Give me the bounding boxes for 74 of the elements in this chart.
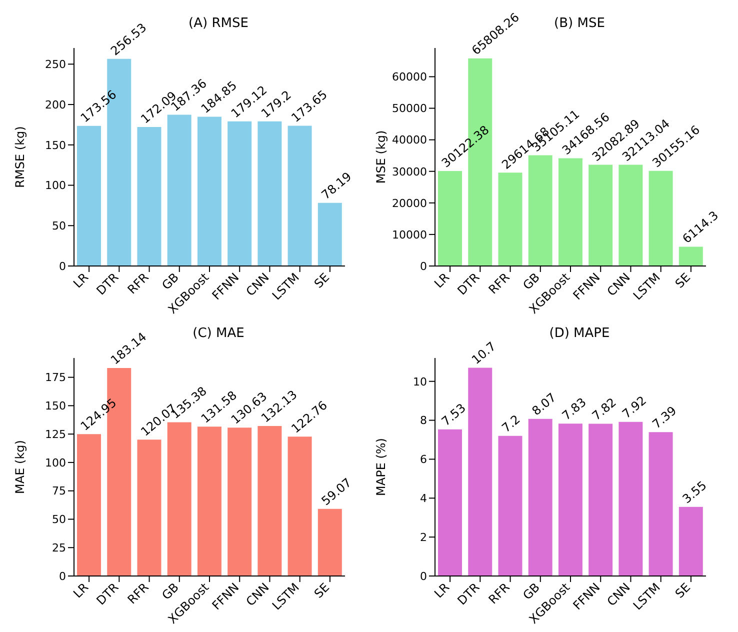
bar [318,508,342,576]
bar [197,426,222,576]
bar [288,436,312,576]
bar [137,440,162,576]
bar [588,164,613,266]
bar [588,424,613,576]
y-tick-label: 50000 [392,102,427,116]
y-tick-label: 175 [45,371,66,384]
y-tick-label: 20000 [392,196,427,210]
y-axis-title: MSE (kg) [374,130,388,184]
bar [258,121,282,266]
y-tick-label: 0 [59,570,66,583]
data-label: 7.2 [499,412,523,436]
bar [228,121,252,266]
bar [528,418,552,576]
bar [648,432,673,576]
y-tick-label: 100 [45,179,66,192]
bar [228,428,252,576]
bar [77,434,102,576]
y-tick-label: 50 [52,513,66,526]
y-tick-label: 8 [420,414,427,428]
y-tick-label: 6 [420,453,427,466]
x-tick-label: LR [432,270,452,291]
y-tick-label: 50 [52,220,66,233]
bar [258,426,282,576]
bar [618,164,643,266]
bar [468,368,492,576]
x-tick-label: SE [672,270,694,291]
bar [137,127,162,266]
y-tick-label: 150 [45,138,66,152]
x-tick-label: LR [432,580,452,601]
y-tick-label: 10000 [392,228,427,242]
x-tick-label: SE [672,580,694,601]
y-tick-label: 60000 [392,70,427,84]
bar [498,436,522,576]
bar [438,429,462,576]
bar [678,506,703,576]
y-tick-label: 25 [52,542,66,555]
bar [77,126,102,266]
y-tick-label: 100 [45,456,66,470]
y-tick-label: 0 [420,570,427,583]
bar [678,246,703,266]
y-tick-label: 4 [420,492,427,506]
y-tick-label: 30000 [392,165,427,178]
bar [318,202,342,266]
y-tick-label: 2 [420,530,427,544]
chart-title: (D) MAPE [548,326,611,341]
bar [618,422,643,576]
y-tick-label: 75 [52,484,66,498]
x-tick-label: LR [70,580,92,601]
x-tick-label: SE [311,270,332,291]
y-tick-label: 10 [413,375,427,388]
bar [288,126,312,266]
bar [558,424,582,576]
y-axis-title: RMSE (kg) [13,126,27,188]
y-tick-label: 0 [59,260,66,273]
x-tick-label: SE [311,580,332,601]
y-axis-title: MAE (kg) [13,440,27,494]
x-tick-label: LR [70,270,92,291]
y-tick-label: 250 [45,58,66,72]
y-tick-label: 125 [45,428,66,441]
chart-title: (C) MAE [192,326,244,341]
y-tick-label: 40000 [392,134,427,147]
y-tick-label: 200 [45,98,66,112]
y-tick-label: 150 [45,400,66,413]
bar [498,172,522,266]
bar [197,116,222,266]
bar [438,170,462,266]
chart-title: (A) RMSE [188,16,248,31]
bar [648,170,673,266]
bar [558,158,582,266]
chart-title: (B) MSE [554,16,605,31]
y-tick-label: 0 [420,260,427,273]
y-axis-title: MAPE (%) [374,438,388,496]
